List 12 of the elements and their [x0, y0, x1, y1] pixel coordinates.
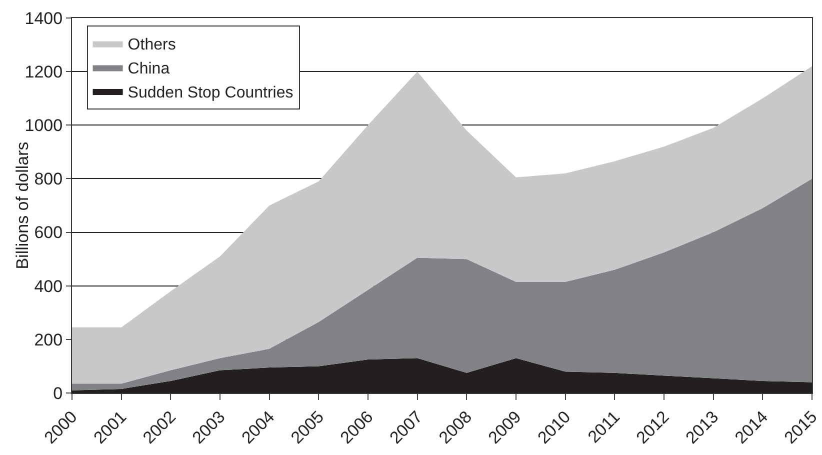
- y-tick-label: 400: [34, 276, 63, 296]
- legend-label: Sudden Stop Countries: [128, 84, 294, 102]
- y-tick-label: 800: [34, 170, 63, 189]
- y-tick-label: 200: [34, 330, 63, 350]
- legend-label: Others: [128, 36, 176, 54]
- legend-label: China: [128, 60, 170, 78]
- y-tick-label: 1000: [24, 116, 63, 136]
- y-axis-title: Billions of dollars: [13, 142, 32, 270]
- y-tick-label: 1200: [24, 62, 63, 82]
- y-tick-label: 600: [34, 223, 63, 242]
- y-tick-label: 1400: [24, 8, 63, 28]
- y-tick-label: 0: [53, 384, 63, 403]
